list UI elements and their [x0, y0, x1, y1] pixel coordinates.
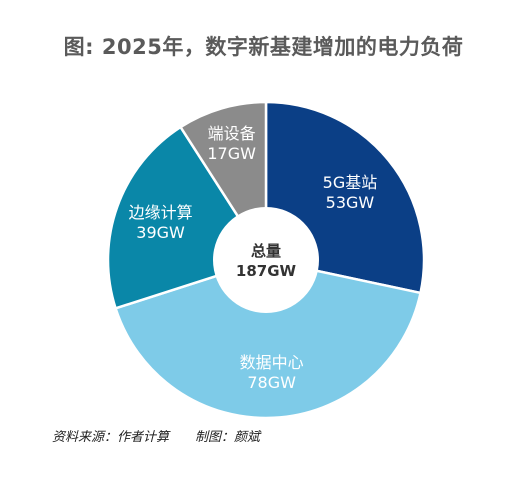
- slice-value-label-0: 53GW: [326, 193, 375, 212]
- slice-name-label-2: 边缘计算: [129, 203, 193, 222]
- credit-note: 制图：颜斌: [195, 430, 261, 445]
- center-total-label: 总量: [251, 242, 281, 260]
- chart-title: 图: 2025年，数字新基建增加的电力负荷: [63, 35, 464, 59]
- slice-name-label-0: 5G基站: [323, 173, 378, 192]
- slice-value-label-1: 78GW: [247, 373, 296, 392]
- slice-value-label-2: 39GW: [136, 223, 185, 242]
- source-note: 资料来源：作者计算: [52, 430, 170, 445]
- donut-slices: [106, 100, 426, 420]
- chart-footer: 资料来源：作者计算 制图：颜斌: [52, 426, 260, 445]
- slice-value-label-3: 17GW: [207, 144, 256, 163]
- slice-name-label-3: 端设备: [208, 124, 256, 143]
- center-total-value: 187GW: [236, 262, 297, 280]
- donut-slice-1: [114, 258, 422, 420]
- donut-center-hole: [213, 207, 319, 313]
- slice-name-label-1: 数据中心: [240, 353, 304, 372]
